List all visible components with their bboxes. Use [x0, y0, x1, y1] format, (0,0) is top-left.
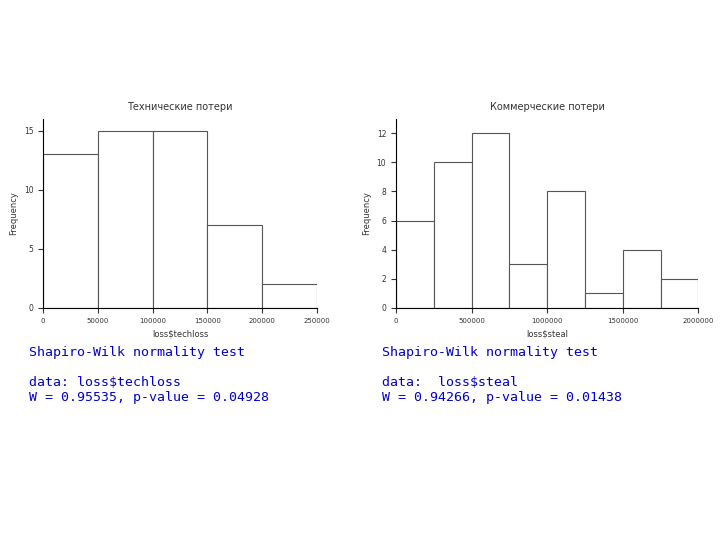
X-axis label: loss$techloss: loss$techloss — [152, 329, 208, 338]
Bar — [510, 264, 547, 308]
Bar — [547, 192, 585, 308]
Bar — [98, 131, 153, 308]
Bar — [207, 225, 262, 308]
Text: Ни одна из переменных не распределена
нормально: Ни одна из переменных не распределена но… — [22, 12, 635, 76]
X-axis label: loss$steal: loss$steal — [526, 329, 568, 338]
Y-axis label: Frequency: Frequency — [362, 191, 371, 235]
Bar — [262, 284, 317, 308]
Y-axis label: Frequency: Frequency — [9, 191, 18, 235]
Bar — [43, 154, 98, 308]
Text: Shapiro-Wilk normality test

data:  loss$steal
W = 0.94266, p-value = 0.01438: Shapiro-Wilk normality test data: loss$s… — [382, 346, 621, 403]
Bar — [153, 131, 207, 308]
Text: Shapiro-Wilk normality test

data: loss$techloss
W = 0.95535, p-value = 0.04928: Shapiro-Wilk normality test data: loss$t… — [29, 346, 269, 403]
Bar — [585, 293, 623, 308]
Bar — [660, 279, 698, 308]
Bar — [396, 220, 434, 308]
Title: Коммерческие потери: Коммерческие потери — [490, 103, 605, 112]
Bar — [434, 163, 472, 308]
Bar — [623, 249, 660, 308]
Bar — [472, 133, 510, 308]
Title: Технические потери: Технические потери — [127, 103, 233, 112]
